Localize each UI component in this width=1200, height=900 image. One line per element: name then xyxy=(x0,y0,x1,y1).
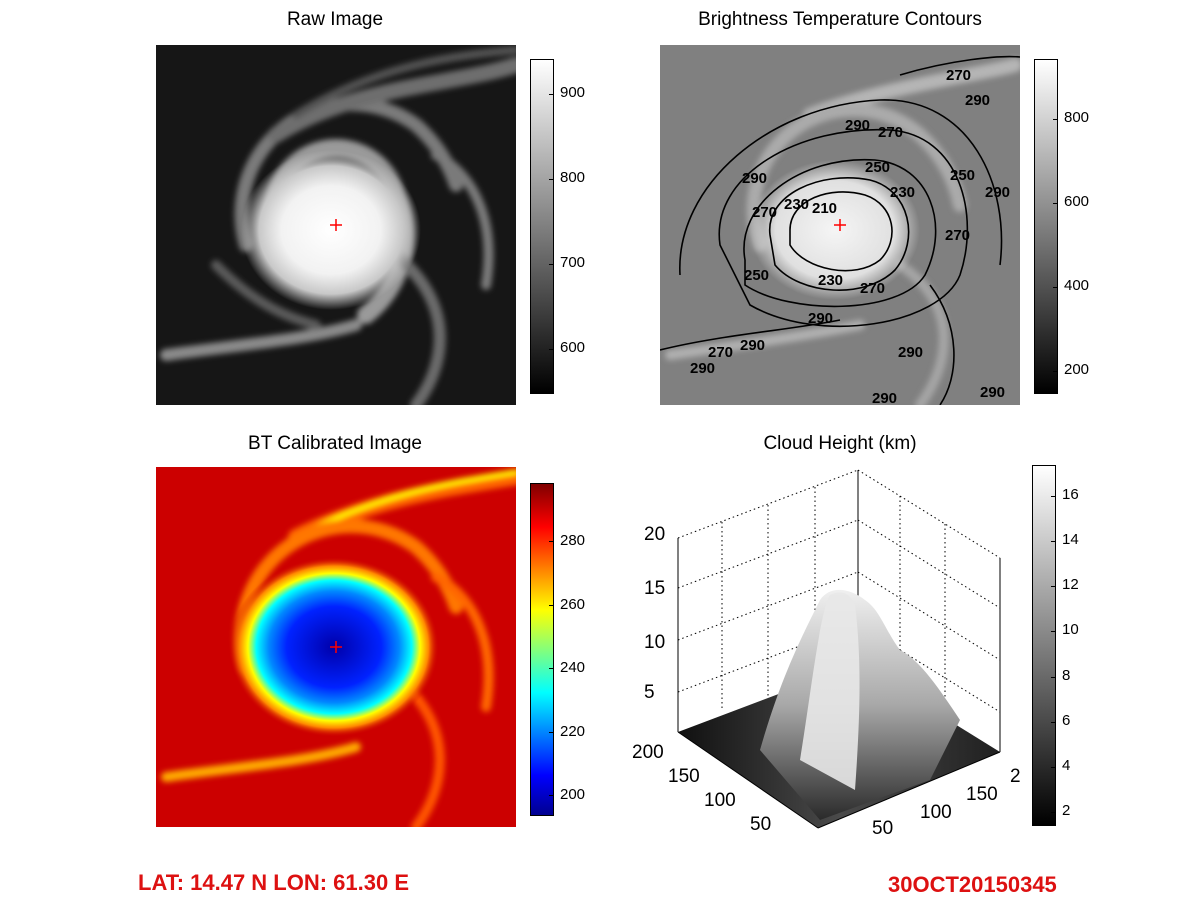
cloud-height-panel: 5 10 15 20 200 150 100 50 50 100 150 20 xyxy=(600,460,1020,860)
z-tick: 15 xyxy=(644,578,665,599)
z-tick: 20 xyxy=(644,524,665,545)
contour-230 xyxy=(769,176,910,291)
y-tick: 50 xyxy=(750,814,771,835)
contour-label: 270 xyxy=(945,227,970,244)
colorbar-tick: 400 xyxy=(1064,277,1090,294)
contour-label: 290 xyxy=(965,92,990,109)
x-tick: 100 xyxy=(920,802,952,823)
contour-label: 290 xyxy=(980,384,1005,401)
bt-calibrated-title: BT Calibrated Image xyxy=(248,433,422,454)
colorbar-tick: 200 xyxy=(560,786,586,803)
colorbar-tick: 6 xyxy=(1062,712,1071,729)
colorbar-tick: 8 xyxy=(1062,667,1071,684)
contour-210 xyxy=(789,191,893,272)
bt-contours-panel: 210 230 230 230 250 250 250 270 270 270 … xyxy=(660,45,1020,405)
contour-290b xyxy=(899,55,1020,76)
colorbar-tick: 16 xyxy=(1062,486,1079,503)
center-marker-icon xyxy=(330,641,342,653)
colorbar-tick: 800 xyxy=(560,169,586,186)
raw-image-title: Raw Image xyxy=(286,9,384,30)
colorbar-tick: 14 xyxy=(1062,531,1079,548)
z-tick: 5 xyxy=(644,682,655,703)
contour-label: 290 xyxy=(898,344,923,361)
raw-image-panel xyxy=(156,45,516,405)
bt-contours-title: Brightness Temperature Contours xyxy=(698,9,982,30)
contour-label: 290 xyxy=(742,170,767,187)
bt-calibrated-colorbar xyxy=(530,483,554,816)
colorbar-tick: 220 xyxy=(560,723,586,740)
location-label: LAT: 14.47 N LON: 61.30 E xyxy=(138,870,410,895)
contour-label: 270 xyxy=(752,204,777,221)
cloud-height-title: Cloud Height (km) xyxy=(763,433,917,454)
contour-label: 210 xyxy=(812,200,837,217)
y-tick: 150 xyxy=(668,766,700,787)
center-marker-icon xyxy=(330,219,342,231)
colorbar-tick: 700 xyxy=(560,254,586,271)
contour-label: 250 xyxy=(950,167,975,184)
colorbar-tick: 600 xyxy=(560,339,586,356)
raw-colorbar xyxy=(530,59,554,394)
cloud-height-colorbar xyxy=(1032,465,1056,826)
contour-label: 290 xyxy=(845,117,870,134)
contour-label: 270 xyxy=(708,344,733,361)
contour-290a xyxy=(679,99,1003,276)
contour-label: 230 xyxy=(818,272,843,289)
colorbar-tick: 4 xyxy=(1062,757,1071,774)
x-tick: 20 xyxy=(1010,766,1020,787)
colorbar-tick: 800 xyxy=(1064,109,1090,126)
z-tick: 10 xyxy=(644,632,665,653)
contour-label: 250 xyxy=(865,159,890,176)
x-tick: 150 xyxy=(966,784,998,805)
colorbar-tick: 280 xyxy=(560,532,586,549)
contour-label: 270 xyxy=(878,124,903,141)
center-marker-icon xyxy=(834,219,846,231)
y-tick: 100 xyxy=(704,790,736,811)
bt-calibrated-panel xyxy=(156,467,516,827)
contour-label: 290 xyxy=(740,337,765,354)
contour-label: 230 xyxy=(890,184,915,201)
x-tick: 50 xyxy=(872,818,893,839)
contour-label: 250 xyxy=(744,267,769,284)
cloud-height-surface-plot: 5 10 15 20 200 150 100 50 50 100 150 20 xyxy=(632,469,1020,839)
contour-290d xyxy=(929,284,955,405)
colorbar-tick: 200 xyxy=(1064,361,1090,378)
contour-label: 270 xyxy=(946,67,971,84)
contour-250 xyxy=(743,158,937,308)
contour-label: 270 xyxy=(860,280,885,297)
colorbar-tick: 240 xyxy=(560,659,586,676)
datetime-label: 30OCT20150345 xyxy=(888,872,1057,897)
contour-290c xyxy=(660,319,841,351)
contour-label: 290 xyxy=(690,360,715,377)
contour-label: 290 xyxy=(872,390,897,405)
contour-label: 230 xyxy=(784,196,809,213)
bt-contours-colorbar xyxy=(1034,59,1058,394)
colorbar-tick: 10 xyxy=(1062,621,1079,638)
colorbar-tick: 900 xyxy=(560,84,586,101)
y-tick: 200 xyxy=(632,742,664,763)
contour-label: 290 xyxy=(808,310,833,327)
colorbar-tick: 12 xyxy=(1062,576,1079,593)
colorbar-tick: 2 xyxy=(1062,802,1071,819)
colorbar-tick: 600 xyxy=(1064,193,1090,210)
contour-270 xyxy=(718,128,969,328)
contour-label: 290 xyxy=(985,184,1010,201)
colorbar-tick: 260 xyxy=(560,596,586,613)
